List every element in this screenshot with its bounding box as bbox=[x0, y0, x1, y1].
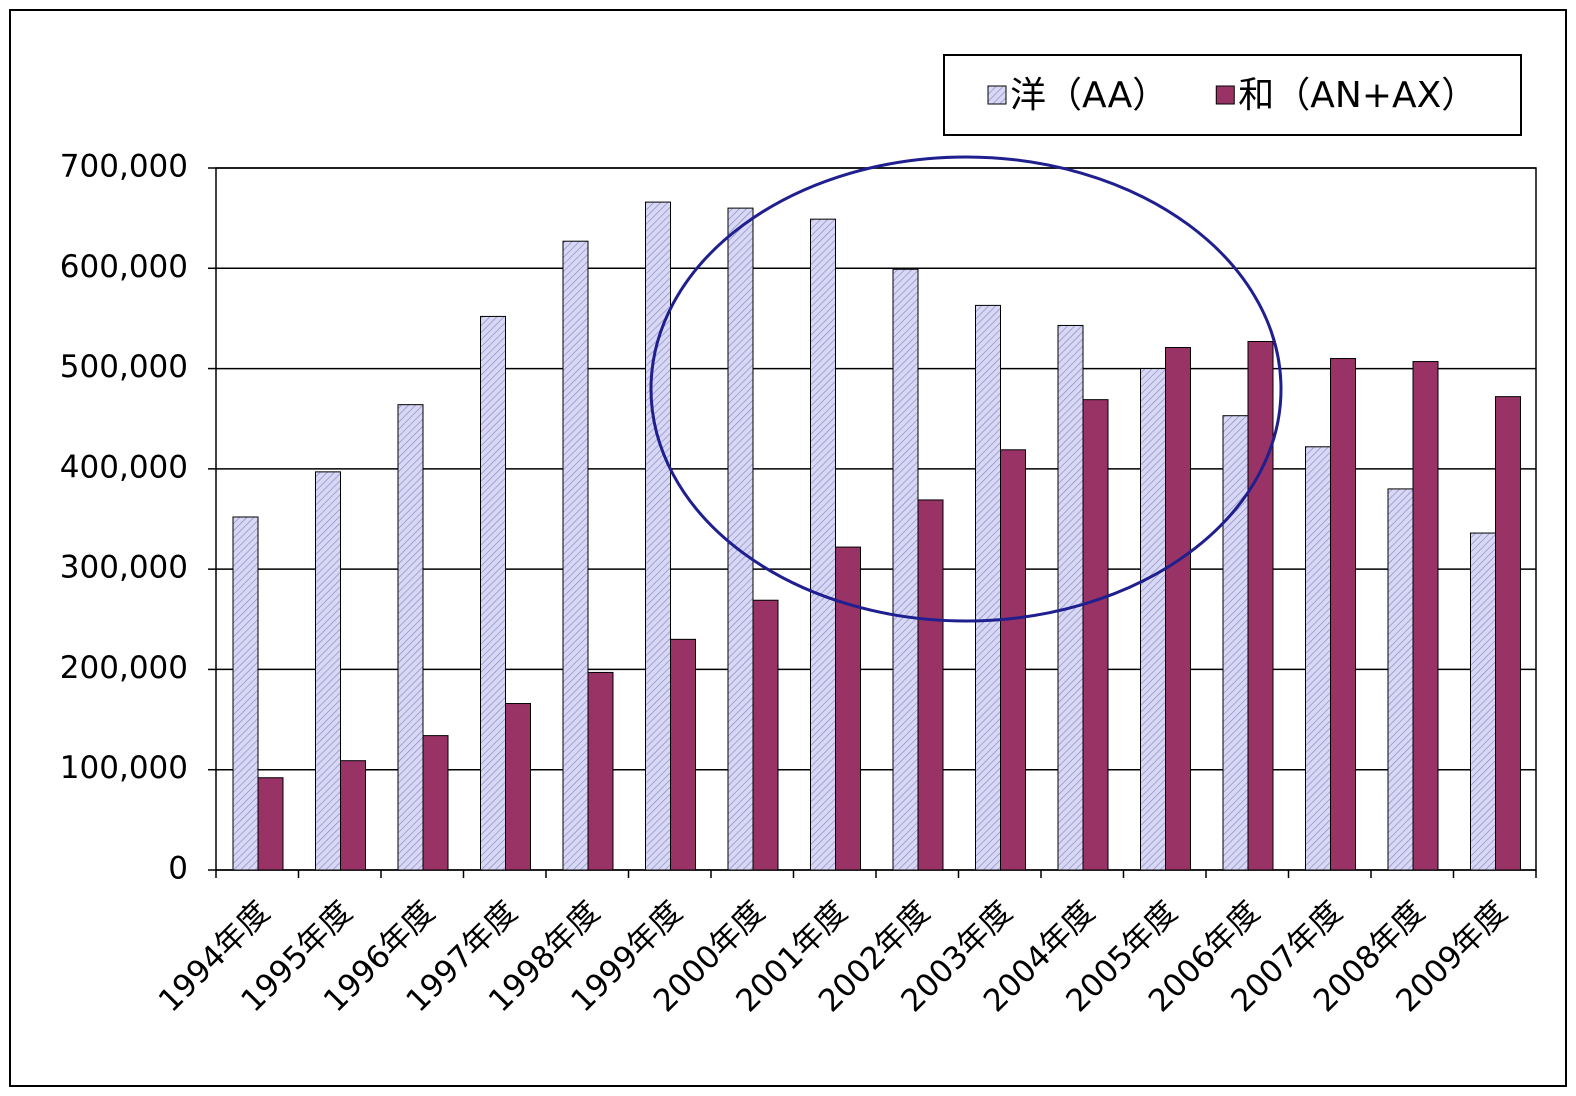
bar bbox=[1470, 532, 1496, 871]
bar bbox=[1305, 446, 1331, 871]
bar bbox=[835, 546, 861, 871]
bar bbox=[1000, 449, 1026, 871]
highlight-ellipse bbox=[649, 155, 1283, 623]
y-tick-label: 0 bbox=[168, 851, 188, 887]
bar bbox=[975, 304, 1001, 871]
bar bbox=[1140, 368, 1166, 871]
y-tick-label: 200,000 bbox=[60, 650, 188, 686]
bar bbox=[727, 207, 754, 871]
y-tick-label: 400,000 bbox=[60, 449, 188, 485]
bar bbox=[340, 760, 366, 871]
bar bbox=[1412, 361, 1439, 871]
legend-marker bbox=[1215, 85, 1235, 105]
bar bbox=[1057, 324, 1084, 871]
bar bbox=[587, 671, 614, 871]
bar bbox=[1247, 340, 1274, 871]
bar bbox=[1222, 415, 1249, 871]
bar bbox=[422, 735, 449, 871]
legend-label: 洋（AA） bbox=[1010, 75, 1168, 116]
bar bbox=[917, 499, 944, 871]
legend-marker bbox=[987, 85, 1007, 105]
bar bbox=[1387, 488, 1414, 871]
bar bbox=[810, 218, 836, 871]
y-tick-label: 100,000 bbox=[60, 750, 188, 786]
bar bbox=[670, 638, 696, 871]
bar bbox=[562, 240, 589, 871]
bar bbox=[1165, 347, 1191, 871]
bar bbox=[1082, 399, 1109, 871]
legend-box bbox=[943, 54, 1522, 136]
bar bbox=[892, 268, 919, 871]
bar bbox=[315, 471, 341, 871]
bar bbox=[397, 404, 424, 871]
bar bbox=[232, 516, 259, 871]
y-tick-label: 700,000 bbox=[60, 149, 188, 185]
bar bbox=[505, 703, 531, 871]
bar bbox=[645, 201, 671, 871]
bar bbox=[1495, 396, 1521, 871]
y-tick-label: 300,000 bbox=[60, 550, 188, 586]
bar bbox=[480, 315, 506, 871]
y-tick-label: 500,000 bbox=[60, 349, 188, 385]
y-tick-label: 600,000 bbox=[60, 249, 188, 285]
bar bbox=[1330, 358, 1356, 871]
bar bbox=[257, 777, 284, 871]
bar bbox=[752, 599, 779, 871]
legend-label: 和（AN+AX） bbox=[1238, 75, 1477, 116]
